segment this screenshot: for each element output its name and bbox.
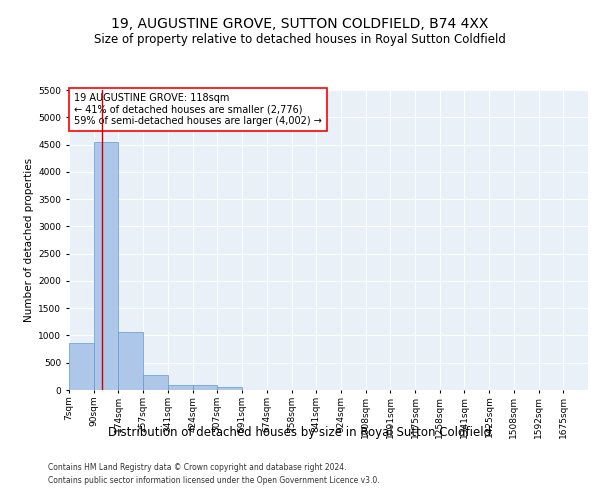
Bar [118, 332, 143, 390]
Bar [168, 385, 193, 390]
Text: Distribution of detached houses by size in Royal Sutton Coldfield: Distribution of detached houses by size … [109, 426, 491, 439]
Text: 19 AUGUSTINE GROVE: 118sqm
← 41% of detached houses are smaller (2,776)
59% of s: 19 AUGUSTINE GROVE: 118sqm ← 41% of deta… [74, 93, 322, 126]
Text: 19, AUGUSTINE GROVE, SUTTON COLDFIELD, B74 4XX: 19, AUGUSTINE GROVE, SUTTON COLDFIELD, B… [112, 18, 488, 32]
Text: Contains HM Land Registry data © Crown copyright and database right 2024.: Contains HM Land Registry data © Crown c… [48, 464, 347, 472]
Bar [69, 342, 94, 390]
Bar [217, 388, 242, 390]
Bar [143, 374, 168, 390]
Bar [94, 142, 118, 390]
Bar [193, 386, 217, 390]
Text: Size of property relative to detached houses in Royal Sutton Coldfield: Size of property relative to detached ho… [94, 32, 506, 46]
Y-axis label: Number of detached properties: Number of detached properties [24, 158, 34, 322]
Text: Contains public sector information licensed under the Open Government Licence v3: Contains public sector information licen… [48, 476, 380, 485]
